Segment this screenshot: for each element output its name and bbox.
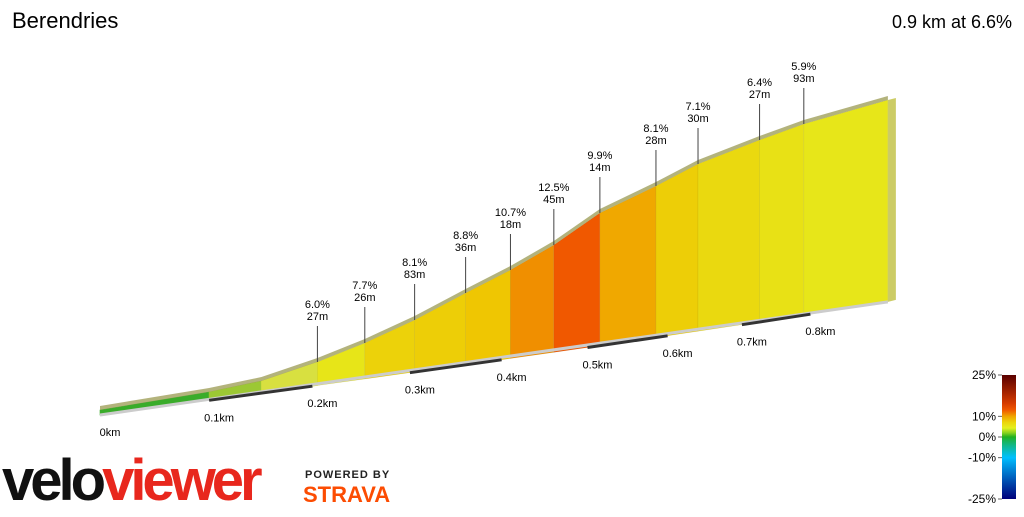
length-label: 36m [455,242,476,254]
logo-part: viewer [102,448,262,512]
strava: STRAVA [303,482,390,507]
grade-label: 10.7% [495,207,526,219]
color-tick-label: -10% [968,451,996,465]
length-label: 14m [589,162,610,174]
length-label: 93m [793,73,814,85]
tick-band [741,312,811,327]
grade-label: 12.5% [538,182,569,194]
grade-label: 6.4% [747,77,772,89]
x-tick-label: 0.1km [204,412,234,424]
length-label: 30m [687,113,708,125]
tick-band [409,358,502,375]
profile-slice [803,99,889,316]
profile-slice [697,139,760,332]
grade-label: 7.1% [685,101,710,113]
x-tick-label: 0.8km [805,326,835,338]
length-label: 83m [404,269,425,281]
length-label: 27m [307,311,328,323]
powered-by: POWERED BY [305,469,390,481]
profile-slice [553,212,601,353]
x-tick-label: 0.7km [737,337,767,349]
tick-band [587,334,668,349]
length-label: 45m [543,194,564,206]
x-tick-label: 0km [100,427,121,439]
grade-label: 5.9% [791,61,816,73]
color-bar [1002,375,1016,499]
x-tick-label: 0.2km [307,398,337,410]
color-tick-label: 0% [979,430,997,444]
profile-slice [510,244,555,359]
profile-slice [599,185,657,347]
grade-label: 8.1% [402,257,427,269]
length-label: 27m [749,89,770,101]
grade-label: 8.8% [453,230,478,242]
chart-title: Berendries [12,8,118,33]
logo-part: velo [2,448,105,512]
x-tick-label: 0.4km [497,372,527,384]
profile-slice [759,123,805,323]
grade-label: 6.0% [305,299,330,311]
grade-label: 9.9% [587,150,612,162]
color-tick-label: 10% [972,409,996,423]
profile-slice [465,269,511,366]
length-label: 26m [354,292,375,304]
x-tick-label: 0.3km [405,385,435,397]
color-tick-label: -25% [968,492,996,506]
profile-end [887,98,896,302]
x-tick-label: 0.5km [583,360,613,372]
grade-label: 7.7% [352,280,377,292]
grade-label: 8.1% [643,123,668,135]
logo: veloviewer [2,448,262,512]
profile-slice [655,163,699,338]
length-label: 18m [500,219,521,231]
color-tick-label: 25% [972,368,996,382]
x-tick-label: 0.6km [663,348,693,360]
tick-band [208,384,313,402]
chart-subtitle: 0.9 km at 6.6% [892,12,1012,32]
length-label: 28m [645,135,666,147]
